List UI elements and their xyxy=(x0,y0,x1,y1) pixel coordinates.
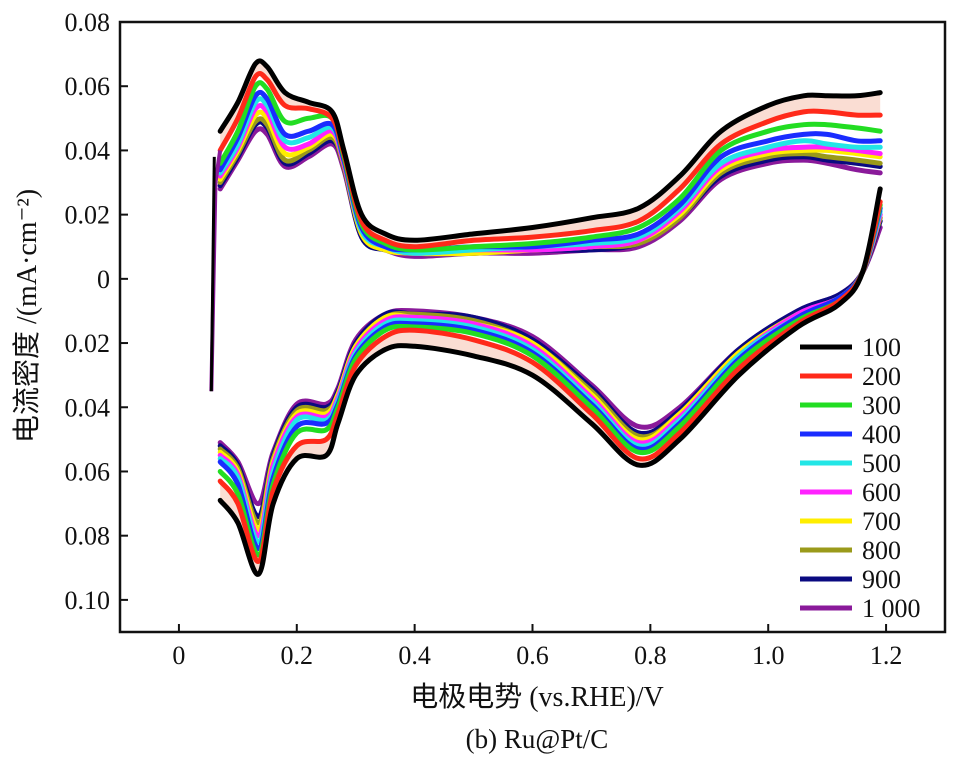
x-axis-label: 电极电势 (vs.RHE)/V xyxy=(410,681,664,713)
legend-label: 800 xyxy=(862,536,901,565)
legend-item: 700 xyxy=(800,507,901,536)
x-tick-label: 0 xyxy=(172,641,185,670)
y-tick-label: 0.10 xyxy=(65,586,111,615)
y-tick-label: 0.04 xyxy=(65,393,111,422)
legend-item: 400 xyxy=(800,420,901,449)
legend-item: 600 xyxy=(800,478,901,507)
y-tick-label: 0.04 xyxy=(65,136,111,165)
legend-label: 100 xyxy=(862,333,901,362)
x-tick-label: 0.4 xyxy=(398,641,431,670)
legend-label: 300 xyxy=(862,391,901,420)
y-tick-label: 0 xyxy=(97,265,110,294)
legend-label: 600 xyxy=(862,478,901,507)
legend-item: 1 000 xyxy=(800,594,921,623)
series-line-anodic xyxy=(217,71,883,250)
legend-item: 200 xyxy=(800,362,901,391)
series-line-anodic xyxy=(217,96,883,256)
legend-label: 500 xyxy=(862,449,901,478)
legend-item: 900 xyxy=(800,565,901,594)
legend-label: 900 xyxy=(862,565,901,594)
legend-item: 500 xyxy=(800,449,901,478)
y-tick-label: 0.08 xyxy=(65,8,111,37)
x-tick-label: 1.0 xyxy=(752,641,785,670)
y-tick-label: 0.08 xyxy=(65,522,111,551)
series-line-anodic xyxy=(217,58,883,243)
y-axis-label: 电流密度 /(mA·cm⁻²) xyxy=(11,189,43,443)
legend-label: 1 000 xyxy=(862,594,921,623)
x-tick-label: 0.8 xyxy=(634,641,667,670)
legend-label: 400 xyxy=(862,420,901,449)
x-tick-label: 0.6 xyxy=(516,641,549,670)
series-line-anodic xyxy=(217,80,883,253)
figure-caption: (b) Ru@Pt/C xyxy=(466,724,609,754)
legend-item: 300 xyxy=(800,391,901,420)
series-200 xyxy=(217,71,883,564)
legend-label: 700 xyxy=(862,507,901,536)
series-line-cathodic xyxy=(217,186,883,577)
series-line-edge xyxy=(209,156,216,392)
series-line-cathodic xyxy=(217,199,883,564)
y-tick-label: 0.02 xyxy=(65,201,111,230)
y-tick-label: 0.06 xyxy=(65,72,111,101)
series-100 xyxy=(217,58,883,577)
legend-item: 100 xyxy=(800,333,901,362)
y-tick-label: 0.02 xyxy=(65,329,111,358)
y-tick-label: 0.06 xyxy=(65,457,111,486)
tick-layer: 0 0.2 0.4 0.6 0.8 1.0 1.2 0.08 0.06 0.04 0.02 0 0.02… xyxy=(65,8,903,670)
x-tick-label: 1.2 xyxy=(870,641,903,670)
legend-item: 800 xyxy=(800,536,901,565)
x-tick-label: 0.2 xyxy=(281,641,314,670)
legend-label: 200 xyxy=(862,362,901,391)
series-layer xyxy=(209,58,883,577)
